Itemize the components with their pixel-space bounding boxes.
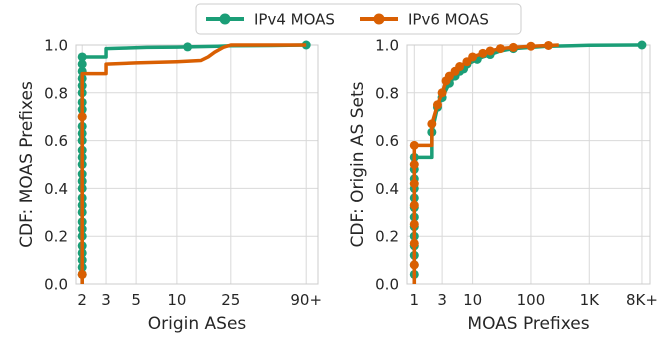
left-chart-x-tick-label: 3 xyxy=(101,291,111,309)
left-chart-y-ticks: 0.0 0.2 0.4 0.6 0.8 1.0 xyxy=(44,37,68,294)
right-chart-y-axis-label: CDF: Origin AS Sets xyxy=(348,81,368,247)
left-chart-grid xyxy=(76,44,318,285)
right-chart-series-ipv6-moas-point xyxy=(485,46,495,56)
right-chart-x-tick-label: 100 xyxy=(517,291,546,309)
right-chart-series-ipv6-moas-line xyxy=(412,43,559,284)
right-chart-series-ipv6-moas-point xyxy=(409,160,419,169)
left-chart-series-ipv4-moas-point xyxy=(77,59,87,69)
right-chart-y-tick-label: 0.4 xyxy=(375,180,399,198)
left-chart-x-tick-label: 10 xyxy=(167,291,186,309)
left-chart-y-tick-label: 0.8 xyxy=(44,84,68,102)
right-chart-series-ipv6-moas-point xyxy=(455,62,465,72)
left-chart-y-tick-label: 0.6 xyxy=(44,132,68,150)
right-chart-x-axis-label: MOAS Prefixes xyxy=(467,314,589,334)
right-chart-series-ipv6-moas-point xyxy=(526,41,536,51)
right-chart: 0.0 0.2 0.4 0.6 0.8 1.0 1 3 10 100 1K 8K+ MOAS Pre… xyxy=(348,37,657,335)
right-chart-x-tick-label: 3 xyxy=(437,291,447,309)
right-chart-series-ipv6-moas-point xyxy=(409,238,419,248)
right-chart-series-ipv6-moas-point xyxy=(468,52,478,62)
left-chart-axis-frame xyxy=(75,44,319,285)
right-chart-series-ipv6-moas-point xyxy=(508,42,518,52)
right-chart-series-ipv6-moas-point xyxy=(409,140,419,150)
left-chart-y-tick-label: 0.0 xyxy=(44,276,68,294)
legend-box xyxy=(195,3,522,35)
right-chart-series-ipv6-moas-point xyxy=(478,48,488,58)
left-chart-x-ticks: 2 3 5 10 25 90+ xyxy=(77,291,322,309)
left-chart-y-tick-label: 0.2 xyxy=(44,228,68,246)
right-chart-y-ticks: 0.0 0.2 0.4 0.6 0.8 1.0 xyxy=(375,37,399,294)
right-chart-series-ipv6-moas-point xyxy=(427,119,437,129)
left-chart-x-tick-label: 5 xyxy=(131,291,141,309)
right-chart-series-ipv6-moas-point xyxy=(495,44,505,54)
right-chart-y-tick-label: 1.0 xyxy=(375,37,399,55)
left-chart-y-axis-label: CDF: MOAS Prefixes xyxy=(17,81,37,248)
right-chart-y-tick-label: 0.8 xyxy=(375,84,399,102)
right-chart-series-ipv6-moas-point xyxy=(409,219,419,229)
legend-marker-ipv4 xyxy=(219,13,231,25)
left-chart-y-tick-label: 0.4 xyxy=(44,180,68,198)
right-chart-y-tick-label: 0.0 xyxy=(375,276,399,294)
right-chart-series-ipv6-moas-point xyxy=(409,200,419,210)
right-chart-series-ipv6-moas-point xyxy=(409,179,419,189)
right-chart-series-ipv6-moas-point xyxy=(432,100,442,110)
right-chart-series-ipv6-moas-point xyxy=(543,40,553,50)
left-chart-series-ipv6-moas-point xyxy=(77,112,87,122)
right-chart-x-ticks: 1 3 10 100 1K 8K+ xyxy=(410,291,657,309)
right-chart-series-ipv4-moas-point xyxy=(637,40,647,50)
right-chart-series-ipv6-moas-point xyxy=(437,88,447,98)
left-chart-x-tick-label: 90+ xyxy=(290,291,322,309)
right-chart-x-tick-label: 10 xyxy=(463,291,482,309)
right-chart-x-tick-label: 8K+ xyxy=(626,291,657,309)
legend: IPv4 MOAS IPv6 MOAS xyxy=(195,3,522,35)
right-chart-y-tick-label: 0.2 xyxy=(375,228,399,246)
left-chart-series-ipv4-moas-point xyxy=(77,52,87,62)
left-chart-series-ipv4-moas-point xyxy=(301,40,311,50)
left-chart-x-axis-label: Origin ASes xyxy=(148,314,247,334)
right-chart-x-tick-label: 1K xyxy=(580,291,601,309)
left-chart-y-tick-label: 1.0 xyxy=(44,37,68,55)
left-chart-series-ipv4-moas-point xyxy=(183,42,193,52)
left-chart-series-ipv6-moas-line xyxy=(80,43,307,284)
left-chart-plot-area xyxy=(77,40,311,284)
left-chart-axes-border xyxy=(75,44,319,285)
right-chart-y-tick-label: 0.6 xyxy=(375,132,399,150)
legend-marker-ipv6 xyxy=(373,13,385,25)
right-chart-series-ipv6-moas-point xyxy=(409,260,419,270)
left-chart: 0.0 0.2 0.4 0.6 0.8 1.0 2 3 5 10 25 90+ Origin ASe… xyxy=(17,37,322,335)
legend-label-ipv6: IPv6 MOAS xyxy=(408,11,489,29)
left-chart-x-tick-label: 2 xyxy=(77,291,87,309)
left-chart-series-ipv6-moas-point xyxy=(77,269,87,279)
right-chart-plot-area xyxy=(409,40,647,284)
legend-label-ipv4: IPv4 MOAS xyxy=(254,11,335,29)
left-chart-x-tick-label: 25 xyxy=(221,291,240,309)
right-chart-x-tick-label: 1 xyxy=(410,291,420,309)
left-chart-series-ipv4-moas-line xyxy=(80,43,307,284)
